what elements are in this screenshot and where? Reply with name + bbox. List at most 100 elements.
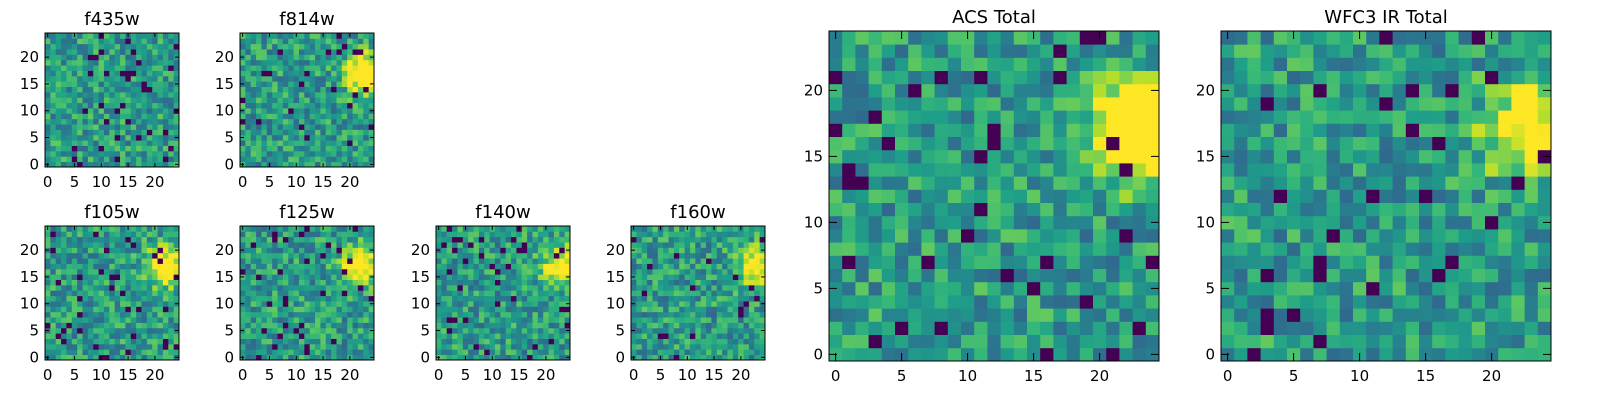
heatmap-cell [668,322,675,329]
heatmap-cell [947,44,962,58]
heatmap-cell [1040,308,1054,322]
heatmap-cell [103,43,110,50]
y-tick-label: 15 [804,147,823,165]
heatmap-cell [98,311,105,318]
heatmap-cell [146,349,153,356]
heatmap-cell [130,268,137,275]
heatmap-cell [347,252,353,259]
heatmap-cell [652,327,659,334]
heatmap-cell [352,43,359,50]
heatmap-cell [1221,189,1235,203]
heatmap-cell [240,129,246,136]
heatmap-cell [934,97,949,111]
heatmap-cell [277,140,284,146]
heatmap-cell [1498,268,1512,283]
heatmap-cell [325,113,332,120]
heatmap-cell [521,338,528,345]
heatmap-cell [881,242,896,256]
heatmap-cell [516,231,523,238]
heatmap-cell [1485,281,1499,296]
heatmap-cell [1079,97,1094,111]
heatmap-cell [974,202,988,217]
heatmap-cell [109,317,116,323]
heatmap-cell [168,349,175,356]
heatmap-cell [1300,149,1314,164]
heatmap-cell [484,242,490,248]
heatmap-cell [754,343,761,350]
heatmap-cell [368,124,375,130]
heatmap-cell [325,333,332,339]
heatmap-cell [341,91,348,98]
heatmap-cell [1287,229,1301,243]
heatmap-cell [87,322,94,329]
heatmap-cell [288,156,294,163]
heatmap-cell [689,284,696,291]
heatmap-cell [1119,97,1133,111]
heatmap-cell [478,252,485,259]
heatmap-cell [537,333,544,339]
heatmap-cell [711,327,718,334]
heatmap-cell [146,284,153,291]
heatmap-cell [282,247,289,254]
heatmap-cell [125,301,132,307]
heatmap-cell [50,311,57,318]
heatmap-cell [152,86,158,93]
heatmap-cell [368,295,375,302]
heatmap-cell [71,59,78,66]
heatmap-cell [173,268,180,275]
heatmap-cell [1287,308,1301,322]
heatmap-cell [277,43,284,50]
heatmap-cell [120,70,126,77]
heatmap-cell [352,322,359,329]
heatmap-cell [855,189,869,203]
heatmap-cell [256,134,262,141]
heatmap-cell [1234,295,1248,309]
heatmap-cell [261,70,268,77]
heatmap-cell [120,231,126,238]
heatmap-cell [250,322,257,329]
heatmap-cell [462,333,469,339]
heatmap-cell [293,322,300,329]
heatmap-cell [532,295,539,302]
heatmap-cell [1445,215,1459,230]
heatmap-cell [1079,242,1094,256]
heatmap-cell [55,333,62,339]
heatmap-cell [759,290,766,297]
heatmap-cell [647,295,653,302]
heatmap-cell [1300,295,1314,309]
heatmap-cell [1145,70,1160,85]
heatmap-cell [146,242,153,248]
heatmap-cell [103,156,110,163]
heatmap-cell [478,295,485,302]
x-tick-label: 10 [92,173,111,191]
heatmap-cell [245,306,252,313]
heatmap-cell [484,306,490,313]
heatmap-cell [55,140,62,146]
heatmap-cell [1524,334,1539,349]
heatmap-cell [103,33,110,39]
heatmap-cell [146,263,153,270]
heatmap-cell [663,354,669,361]
x-tick-label: 5 [70,366,80,384]
heatmap-cell [961,83,975,98]
heatmap-cell [141,134,148,141]
heatmap-cell [162,274,169,280]
axes-frame [630,225,766,361]
heatmap-cell [109,129,116,136]
heatmap-cell [136,354,142,361]
heatmap-cell [511,274,517,280]
heatmap-cell [61,333,67,339]
heatmap-cell [173,290,180,297]
heatmap-cell [152,231,158,238]
heatmap-cell [331,247,337,254]
heatmap-cell [829,242,843,256]
heatmap-cell [298,59,305,66]
heatmap-cell [288,252,294,259]
heatmap-cell [636,295,643,302]
heatmap-cell [1106,97,1120,111]
heatmap-cell [288,81,294,87]
heatmap-cell [304,327,311,334]
heatmap-cell [1027,57,1041,71]
heatmap-cell [282,59,289,66]
heatmap-cell [55,301,62,307]
